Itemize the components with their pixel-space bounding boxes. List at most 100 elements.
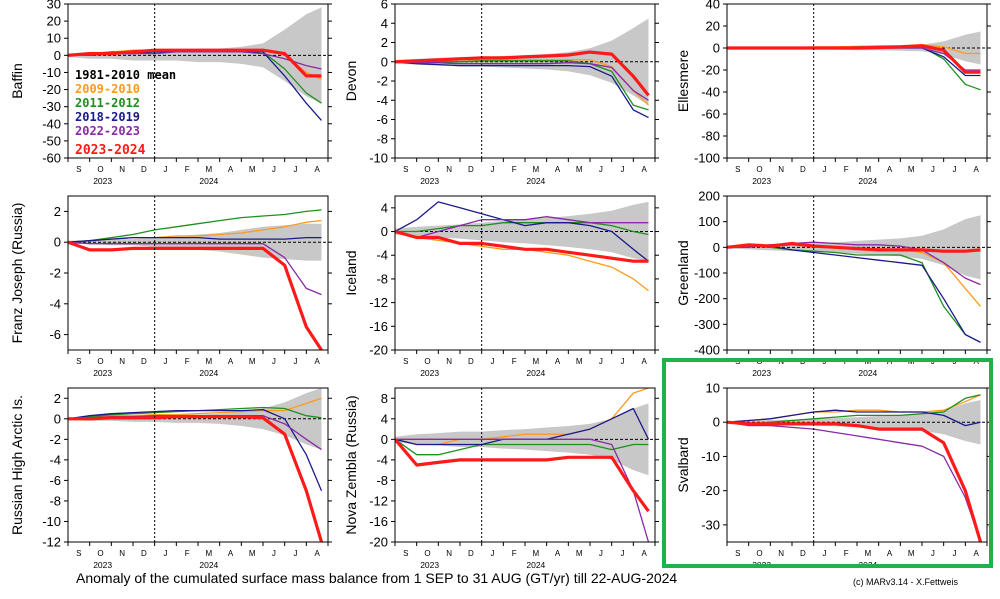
series-2023-2024 xyxy=(727,241,981,253)
plot-area-devon xyxy=(395,18,655,119)
month-label: N xyxy=(778,549,784,558)
y-tick-label: 8 xyxy=(381,391,388,406)
y-tick-label: 4 xyxy=(381,411,388,426)
month-label: D xyxy=(468,549,474,558)
region-label: Baffin xyxy=(9,63,25,99)
month-label: M xyxy=(908,357,915,366)
plot-frame xyxy=(726,195,988,351)
region-label: Greenland xyxy=(675,240,691,305)
series-2023-2024 xyxy=(68,48,322,78)
y-tick-label: -2 xyxy=(376,74,388,89)
panel-russian-high-arctic-is: 2 0 -2 -4 -6 -8 -10 -12 S O N D J F M A M J J A 2023 2024 Russ… xyxy=(9,387,332,570)
series-2022-2023 xyxy=(68,241,322,296)
month-label: J xyxy=(931,357,935,366)
month-label: J xyxy=(621,549,625,558)
month-label: O xyxy=(97,549,103,558)
month-label: A xyxy=(641,165,647,174)
year-label: 2023 xyxy=(752,368,771,378)
year-label: 2023 xyxy=(752,560,771,570)
year-label: 2023 xyxy=(420,176,439,186)
month-label: N xyxy=(446,165,452,174)
region-label: Svalbard xyxy=(675,437,691,492)
month-label: M xyxy=(864,165,871,174)
panel-nova-zembla-russia: 8 4 0 -4 -8 -12 -16 -20 S O N D J F M A M J J A 2023 2024 Nova… xyxy=(343,387,659,570)
region-label: Nova Zembla (Russia) xyxy=(343,395,359,534)
legend-item-2009-2010: 2009-2010 xyxy=(75,82,140,96)
panel-devon: 6 4 2 0 -2 -4 -6 -8 -10 S O N D J F M A M J J A 2023 2024 Devon xyxy=(343,0,659,186)
month-label: N xyxy=(119,165,125,174)
y-tick-label: 20 xyxy=(706,19,720,34)
series-2018-2019 xyxy=(68,236,322,243)
panel-svalbard: 10 0 -10 -20 -30 S O N D J F M A M J J A 2023 2024 Svalbard xyxy=(675,381,991,570)
series-2022-2023 xyxy=(395,61,649,101)
month-label: S xyxy=(735,549,740,558)
y-tick-label: -6 xyxy=(49,327,61,342)
month-label: J xyxy=(621,165,625,174)
series-2018-2019 xyxy=(395,61,649,119)
year-label: 2024 xyxy=(858,368,877,378)
month-label: A xyxy=(641,549,647,558)
month-label: J xyxy=(599,549,603,558)
month-label: S xyxy=(403,165,408,174)
y-tick-label: -60 xyxy=(701,107,720,122)
plot-frame xyxy=(726,3,988,159)
y-tick-label: -2 xyxy=(49,266,61,281)
y-tick-label: -40 xyxy=(701,85,720,100)
month-label: A xyxy=(555,549,561,558)
figure-caption: Anomaly of the cumulated surface mass ba… xyxy=(76,570,678,586)
legend-item-2023-2024: 2023-2024 xyxy=(75,143,146,158)
month-label: N xyxy=(446,357,452,366)
series-2011-2012 xyxy=(395,222,649,236)
y-tick-label: -20 xyxy=(369,343,388,358)
month-label: J xyxy=(599,165,603,174)
y-tick-label: -6 xyxy=(49,473,61,488)
y-tick-label: -200 xyxy=(694,291,720,306)
month-label: A xyxy=(228,549,234,558)
footer: Anomaly of the cumulated surface mass ba… xyxy=(0,570,1000,596)
panel-ellesmere: 40 20 0 -20 -40 -60 -80 -100 S O N D J F M A M J J A 2023 202… xyxy=(675,0,991,186)
month-label: J xyxy=(953,165,957,174)
panel-baffin: 30 20 10 0 -10 -20 -30 -40 -50 -60 S O N D J F M A M J J A 202… xyxy=(9,0,332,186)
month-label: A xyxy=(887,549,893,558)
month-label: A xyxy=(555,165,561,174)
y-tick-label: -10 xyxy=(369,151,388,166)
year-label: 2024 xyxy=(858,176,877,186)
month-label: S xyxy=(403,549,408,558)
y-tick-label: -4 xyxy=(376,93,388,108)
month-label: F xyxy=(512,357,517,366)
month-label: M xyxy=(249,549,256,558)
month-label: D xyxy=(141,165,147,174)
month-label: D xyxy=(800,357,806,366)
y-tick-label: -10 xyxy=(701,449,720,464)
series-2011-2012 xyxy=(727,394,981,425)
legend-item-2022-2023: 2022-2023 xyxy=(75,124,140,138)
month-label: O xyxy=(97,357,103,366)
month-label: N xyxy=(119,357,125,366)
month-label: J xyxy=(294,165,298,174)
month-label: M xyxy=(532,549,539,558)
year-label: 2024 xyxy=(199,560,218,570)
month-label: M xyxy=(205,165,212,174)
month-label: J xyxy=(272,165,276,174)
y-tick-label: -20 xyxy=(42,82,61,97)
y-tick-label: 0 xyxy=(381,224,388,239)
month-label: N xyxy=(119,549,125,558)
month-label: O xyxy=(424,357,430,366)
month-label: A xyxy=(973,357,979,366)
month-label: D xyxy=(141,357,147,366)
month-label: M xyxy=(576,357,583,366)
plot-area-iceland xyxy=(395,201,655,292)
y-tick-label: -6 xyxy=(376,112,388,127)
month-label: J xyxy=(164,549,168,558)
month-label: J xyxy=(491,165,495,174)
month-label: O xyxy=(756,357,762,366)
plot-area-baffin xyxy=(68,7,328,121)
month-label: M xyxy=(532,165,539,174)
series-2023-2024 xyxy=(395,438,650,513)
month-label: M xyxy=(908,549,915,558)
month-label: J xyxy=(272,549,276,558)
plot-area-svalbard xyxy=(727,394,987,542)
y-tick-label: 20 xyxy=(47,14,61,29)
y-tick-label: -8 xyxy=(376,271,388,286)
